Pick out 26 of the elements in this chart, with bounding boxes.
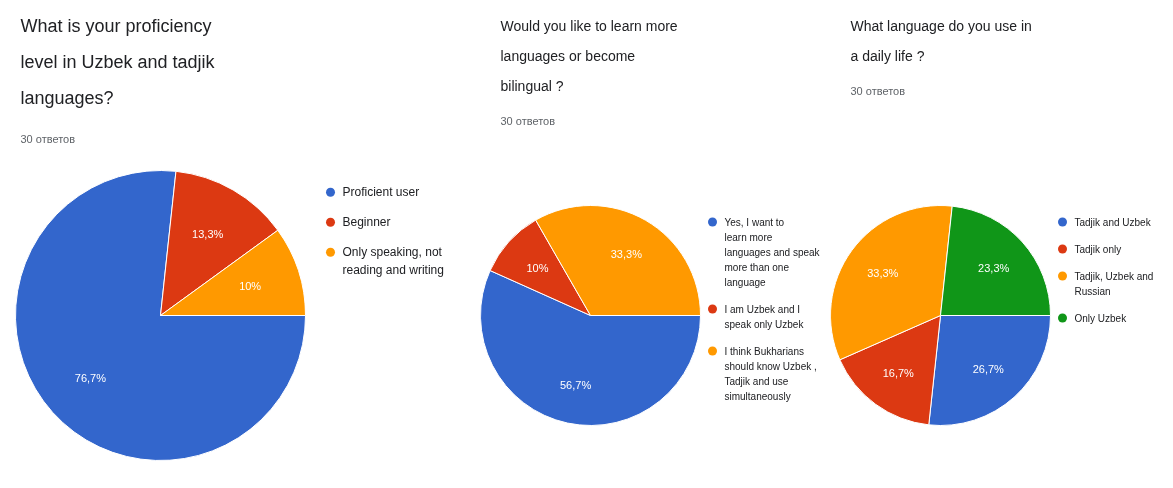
chart-subtitle: 30 ответов — [500, 114, 556, 127]
chart-subtitle: 30 ответов — [20, 132, 76, 145]
legend-label: Tadjik only — [1074, 243, 1122, 255]
data-label: 10% — [526, 261, 549, 274]
data-label: 76,7% — [74, 372, 107, 385]
data-label: 16,7% — [882, 367, 915, 380]
data-label: 33,3% — [867, 267, 899, 280]
data-label: 13,3% — [192, 227, 224, 240]
legend-label: I think Bukharians should know Uzbek , Tadjik and use simultaneously — [724, 345, 817, 402]
chart-subtitle: 30 ответов — [850, 84, 906, 97]
data-label: 23,3% — [978, 261, 1010, 274]
legend-label: Proficient user — [342, 185, 420, 200]
chart-title: Would you like to learn more languages or become bilingual ? — [500, 17, 678, 94]
legend-label: Tadjik and Uzbek — [1074, 216, 1152, 228]
legend-label: Only Uzbek — [1074, 312, 1128, 324]
data-label: 33,3% — [610, 247, 643, 260]
legend-label: I am Uzbek and I speak only Uzbek — [724, 303, 805, 330]
chart-title: What is your proficiency level in Uzbek and tadjik languages? — [20, 15, 216, 108]
legend-label: Tadjik, Uzbek and Russian — [1074, 270, 1154, 297]
data-label: 10% — [239, 280, 262, 293]
data-label: 56,7% — [559, 379, 592, 392]
legend-label: Yes, I want to learn more languages and speak more than one language — [724, 216, 821, 288]
legend-label: Only speaking, not reading and writing — [342, 245, 444, 278]
chart-title: What language do you use in a daily life ? — [850, 17, 1032, 64]
data-label: 26,7% — [972, 362, 1005, 375]
legend-label: Beginner — [342, 215, 391, 230]
